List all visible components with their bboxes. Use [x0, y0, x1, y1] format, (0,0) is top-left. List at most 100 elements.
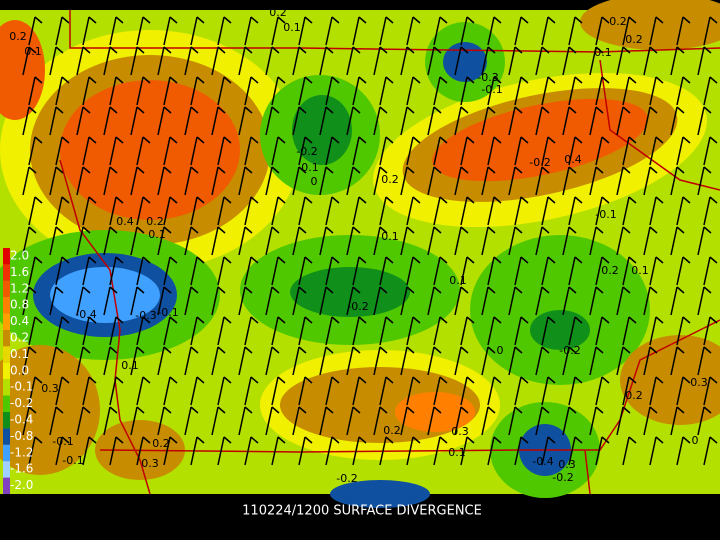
barb-flag [82, 226, 91, 234]
barb-staff [163, 76, 171, 106]
barb-staff [481, 406, 489, 436]
barb-flag [223, 256, 232, 264]
barb-flag [28, 46, 37, 54]
barb-staff [568, 316, 576, 346]
contour-label: -0.1 [157, 306, 178, 319]
barb-staff [373, 346, 381, 376]
barb-staff [481, 46, 489, 76]
barb-staff [136, 256, 144, 286]
barb-flag [28, 346, 37, 354]
barb-staff [697, 106, 705, 136]
barb-staff [616, 106, 624, 136]
contour-label: 0.3 [690, 376, 708, 389]
barb-flag [601, 436, 610, 444]
barb-staff [319, 166, 327, 196]
barb-flag [433, 226, 442, 234]
contour-label: 0.2 [152, 437, 170, 450]
barb-staff [514, 256, 522, 286]
barb-staff [244, 256, 252, 286]
barb-staff [55, 76, 63, 106]
barb-staff [703, 316, 711, 346]
barb-flag [115, 136, 124, 144]
barb-staff [676, 256, 684, 286]
barb-flag [136, 286, 145, 294]
barb-staff [589, 106, 597, 136]
barb-staff [379, 76, 387, 106]
barb-staff [460, 436, 468, 466]
barb-staff [28, 16, 36, 46]
barb-staff [130, 286, 138, 316]
barb-staff [535, 166, 543, 196]
barb-staff [589, 166, 597, 196]
barb-flag [574, 136, 583, 144]
barb-flag [439, 16, 448, 24]
barb-staff [400, 346, 408, 376]
barb-flag [385, 16, 394, 24]
barb-staff [703, 136, 711, 166]
barb-staff [103, 46, 111, 76]
barb-flag [547, 76, 556, 84]
barb-flag [190, 166, 199, 174]
barb-flag [88, 136, 97, 144]
barb-flag [433, 286, 442, 294]
barb-staff [82, 256, 90, 286]
barb-flag [250, 16, 259, 24]
barb-flag [109, 106, 118, 114]
barb-staff [157, 286, 165, 316]
barb-flag [385, 436, 394, 444]
barb-staff [454, 346, 462, 376]
barb-flag [115, 76, 124, 84]
barb-staff [190, 316, 198, 346]
barb-staff [103, 106, 111, 136]
contour-label: 0.2 [9, 30, 27, 43]
barb-staff [541, 436, 549, 466]
barb-staff [589, 406, 597, 436]
barb-flag [88, 316, 97, 324]
legend-swatch [3, 264, 10, 281]
barb-staff [76, 346, 84, 376]
barb-staff [136, 76, 144, 106]
barb-flag [244, 106, 253, 114]
barb-flag [61, 136, 70, 144]
barb-flag [547, 136, 556, 144]
barb-flag [298, 106, 307, 114]
barb-flag [277, 436, 286, 444]
barb-flag [190, 226, 199, 234]
barb-staff [649, 436, 657, 466]
barb-flag [358, 76, 367, 84]
barb-staff [325, 16, 333, 46]
barb-flag [385, 316, 394, 324]
barb-staff [595, 136, 603, 166]
contour-label: -0.3 [135, 309, 156, 322]
barb-staff [244, 76, 252, 106]
barb-staff [217, 376, 225, 406]
barb-flag [304, 376, 313, 384]
barb-flag [541, 286, 550, 294]
barb-flag [412, 376, 421, 384]
barb-staff [109, 436, 117, 466]
barb-staff [22, 226, 30, 256]
barb-flag [142, 196, 151, 204]
barb-flag [28, 406, 37, 414]
barb-flag [466, 256, 475, 264]
barb-flag [379, 226, 388, 234]
barb-flag [412, 196, 421, 204]
legend-label: 1.2 [10, 281, 29, 295]
contour-label: 0.3 [558, 458, 576, 471]
barb-staff [352, 436, 360, 466]
barb-flag [61, 256, 70, 264]
barb-staff [616, 46, 624, 76]
border-line [584, 449, 591, 495]
barb-flag [520, 76, 529, 84]
barb-flag [466, 196, 475, 204]
barb-staff [595, 316, 603, 346]
barb-flag [244, 286, 253, 294]
barb-flag [379, 346, 388, 354]
barb-staff [82, 196, 90, 226]
barb-flag [628, 256, 637, 264]
legend-label: -1.6 [10, 462, 33, 476]
barb-staff [535, 406, 543, 436]
barb-staff [433, 76, 441, 106]
contour-label: -0.2 [296, 145, 317, 158]
barb-staff [109, 316, 117, 346]
